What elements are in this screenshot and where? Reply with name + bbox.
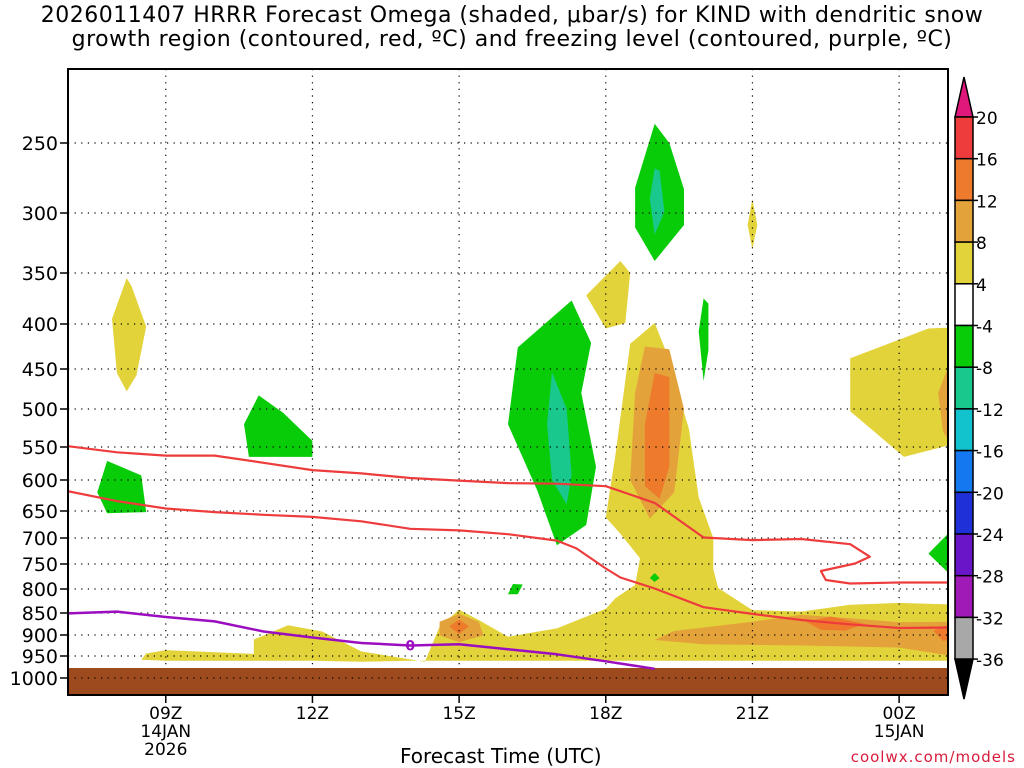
colorbar-bin--32--28 (954, 574, 974, 619)
colorbar-bin-12-16 (954, 157, 974, 202)
colorbar-bin-8-12 (954, 199, 974, 243)
shaded-region-omega-neg8-thin (698, 298, 709, 381)
colorbar-label--16: -16 (976, 443, 1004, 463)
freezing-level-label: 0 (405, 639, 415, 655)
colorbar-label-8: 8 (976, 234, 987, 254)
contour-dgz-upper-boundary (68, 445, 948, 585)
colorbar-bin--16--12 (954, 408, 974, 452)
colorbar-label--28: -28 (976, 568, 1004, 588)
shaded-region-omega-8-speck-300 (747, 199, 758, 249)
shaded-region-omega-neg8-right (928, 533, 948, 573)
colorbar-bin--8--4 (954, 324, 974, 368)
y-tick-label-350: 350 (22, 263, 58, 285)
y-tick-label-800: 800 (22, 579, 58, 601)
colorbar-bin--12--8 (954, 366, 974, 410)
y-tick-label-700: 700 (22, 528, 58, 550)
colorbar-label--8: -8 (976, 359, 993, 379)
colorbar: 20 16 12 8 4 -4 -8 -12 -16 -20 -24 -28 -32 -36 (954, 76, 1004, 700)
colorbar-bin-16-20 (954, 116, 974, 160)
colorbar-label-12: 12 (976, 192, 998, 212)
x-tick-date-09Z: 14JAN (140, 722, 191, 742)
x-tick-date-00Z: 15JAN (874, 722, 925, 742)
colorbar-label--20: -20 (976, 484, 1004, 504)
x-tick-label-21Z: 21Z (736, 704, 769, 724)
y-tick-label-850: 850 (22, 603, 58, 625)
colorbar-bin--28--24 (954, 533, 974, 577)
colorbar-label--24: -24 (976, 526, 1004, 546)
y-tick-label-300: 300 (22, 203, 58, 225)
shaded-region-omega-8-upper-wedge (586, 261, 631, 329)
contour-dgz-lower-boundary (68, 490, 948, 630)
plot-background (68, 69, 948, 695)
shaded-region-omega-8-right-top (850, 327, 948, 457)
x-axis-title: Forecast Time (UTC) (400, 744, 602, 768)
colorbar-bin--20--16 (954, 449, 974, 494)
contour-freezing-level (68, 610, 655, 671)
shaded-region-omega-neg8-center (244, 395, 313, 457)
colorbar-label-16: 16 (976, 151, 998, 171)
y-tick-label-600: 600 (22, 470, 58, 492)
chart-title-line2: growth region (contoured, red, ºC) and f… (71, 27, 953, 52)
colorbar-label-4: 4 (976, 276, 987, 296)
colorbar-bin--4-4 (954, 283, 974, 327)
colorbar-bin--24--20 (954, 491, 974, 535)
y-tick-label-450: 450 (22, 359, 58, 381)
x-tick-label-12Z: 12Z (296, 704, 329, 724)
ground-fill (68, 668, 948, 695)
y-tick-label-900: 900 (22, 625, 58, 647)
colorbar-label--12: -12 (976, 401, 1004, 421)
x-tick-label-15Z: 15Z (442, 704, 475, 724)
shaded-region-omega-16-low-c (933, 624, 948, 641)
y-tick-label-1000: 1000 (10, 668, 58, 690)
shaded-region-omega-16-column (644, 373, 670, 499)
site-credit[interactable]: coolwx.com/models (850, 748, 1016, 766)
y-tick-label-950: 950 (22, 646, 58, 668)
colorbar-bottom-arrow (954, 658, 974, 700)
x-tick-label-00Z: 00Z (882, 704, 915, 724)
plot-area: 0 (68, 69, 948, 695)
y-tick-label-250: 250 (22, 133, 58, 155)
colorbar-label--36: -36 (976, 651, 1004, 671)
shaded-region-omega-12-right (938, 367, 948, 440)
x-tick-label-09Z: 09Z (149, 704, 182, 724)
y-tick-label-400: 400 (22, 314, 58, 336)
shaded-region-omega-16-low-a (449, 619, 469, 635)
y-tick-label-650: 650 (22, 501, 58, 523)
y-tick-label-550: 550 (22, 437, 58, 459)
y-tick-label-750: 750 (22, 554, 58, 576)
colorbar-label-20: 20 (976, 109, 998, 129)
colorbar-label--4: -4 (976, 318, 993, 338)
chart-title: 2026011407 HRRR Forecast Omega (shaded, … (0, 4, 1024, 52)
shaded-region-omega-neg8-speck-a (508, 584, 523, 595)
colorbar-label--32: -32 (976, 609, 1004, 629)
shaded-region-omega-neg12-upper (649, 168, 665, 235)
y-tick-label-500: 500 (22, 399, 58, 421)
x-tick-year-09Z: 2026 (144, 740, 187, 760)
shaded-region-omega-neg12-cell (547, 372, 572, 505)
shaded-region-omega-8-upper-left (112, 278, 147, 392)
colorbar-bin--36--32 (954, 616, 974, 660)
shaded-region-omega-neg8-speck-b (649, 573, 660, 582)
chart-title-line1: 2026011407 HRRR Forecast Omega (shaded, … (40, 3, 984, 28)
plot-frame (67, 68, 949, 696)
colorbar-bin-4-8 (954, 241, 974, 285)
colorbar-top-arrow (954, 76, 974, 118)
x-tick-label-18Z: 18Z (589, 704, 622, 724)
